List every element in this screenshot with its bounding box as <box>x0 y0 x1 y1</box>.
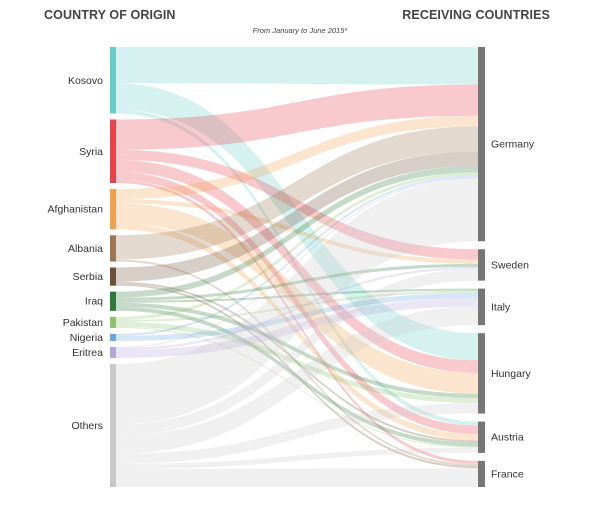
left-header: COUNTRY OF ORIGIN <box>44 8 176 22</box>
link-serbia-to-austria <box>116 281 478 443</box>
link-afghanistan-to-austria <box>116 223 478 441</box>
link-pakistan-to-hungary <box>116 321 478 404</box>
link-iraq-to-austria <box>116 306 478 447</box>
link-serbia-to-germany <box>116 151 478 282</box>
source-node-others <box>110 364 116 487</box>
right-header: RECEIVING COUNTRIES <box>402 8 550 22</box>
source-label-albania: Albania <box>68 243 103 255</box>
target-label-france: France <box>491 468 524 480</box>
target-label-italy: Italy <box>491 301 511 313</box>
labels-layer: Kosovo Syria Afghanistan Albania Serbia Iraq P… <box>48 75 535 481</box>
source-node-nigeria <box>110 333 116 341</box>
source-node-eritrea <box>110 346 116 359</box>
link-kosovo-to-austria <box>116 109 478 426</box>
source-label-kosovo: Kosovo <box>68 75 103 87</box>
link-albania-to-france <box>116 259 478 467</box>
target-node-hungary <box>478 333 485 414</box>
source-node-serbia <box>110 267 116 286</box>
target-label-austria: Austria <box>491 432 524 444</box>
link-syria-to-france <box>116 179 478 465</box>
link-nigeria-to-italy <box>116 292 478 341</box>
link-others-to-italy <box>116 306 478 454</box>
target-label-germany: Germany <box>491 139 535 151</box>
link-syria-to-austria <box>116 171 478 435</box>
link-others-to-austria <box>116 447 478 469</box>
source-label-serbia: Serbia <box>73 271 104 283</box>
source-label-iraq: Iraq <box>85 296 103 308</box>
source-label-nigeria: Nigeria <box>70 332 103 344</box>
nodes-layer <box>110 47 485 487</box>
source-node-syria <box>110 119 116 184</box>
source-label-eritrea: Eritrea <box>72 347 103 359</box>
target-node-france <box>478 460 485 487</box>
link-iraq-to-sweden <box>116 263 478 301</box>
link-afghanistan-to-sweden <box>116 199 478 264</box>
link-pakistan-to-italy <box>116 290 478 322</box>
chart-subtitle: From January to June 2015* <box>252 26 348 35</box>
source-node-iraq <box>110 291 116 311</box>
link-serbia-to-france <box>116 283 478 469</box>
link-eritrea-to-sweden <box>116 267 478 350</box>
link-pakistan-to-germany <box>116 172 478 320</box>
source-node-kosovo <box>110 47 116 114</box>
link-kosovo-to-germany <box>116 47 478 85</box>
source-label-afghanistan: Afghanistan <box>48 204 104 216</box>
source-label-pakistan: Pakistan <box>63 317 103 329</box>
source-node-afghanistan <box>110 189 116 230</box>
link-kosovo-to-hungary <box>116 83 478 361</box>
link-eritrea-to-germany <box>116 177 478 348</box>
source-node-pakistan <box>110 316 116 328</box>
target-label-hungary: Hungary <box>491 368 531 380</box>
target-label-sweden: Sweden <box>491 259 529 271</box>
target-node-italy <box>478 288 485 326</box>
link-afghanistan-to-germany <box>116 115 478 200</box>
link-syria-to-germany <box>116 84 478 150</box>
link-others-to-france <box>116 468 478 487</box>
link-others-to-hungary <box>116 403 478 464</box>
link-others-to-germany <box>116 178 478 425</box>
link-afghanistan-to-hungary <box>116 203 478 394</box>
source-label-others: Others <box>71 420 103 432</box>
link-pakistan-to-austria <box>116 326 478 448</box>
link-iraq-to-italy <box>116 288 478 303</box>
link-iraq-to-germany <box>116 166 478 298</box>
link-syria-to-sweden <box>116 149 478 260</box>
link-eritrea-to-italy <box>116 297 478 359</box>
target-node-germany <box>478 47 485 242</box>
source-node-albania <box>110 235 116 262</box>
links-layer <box>116 47 478 487</box>
link-iraq-to-hungary <box>116 302 478 398</box>
source-label-syria: Syria <box>79 146 103 158</box>
target-node-sweden <box>478 249 485 281</box>
target-node-austria <box>478 421 485 453</box>
link-albania-to-germany <box>116 126 478 260</box>
link-syria-to-hungary <box>116 159 478 373</box>
link-others-to-sweden <box>116 269 478 436</box>
link-nigeria-to-germany <box>116 175 478 336</box>
